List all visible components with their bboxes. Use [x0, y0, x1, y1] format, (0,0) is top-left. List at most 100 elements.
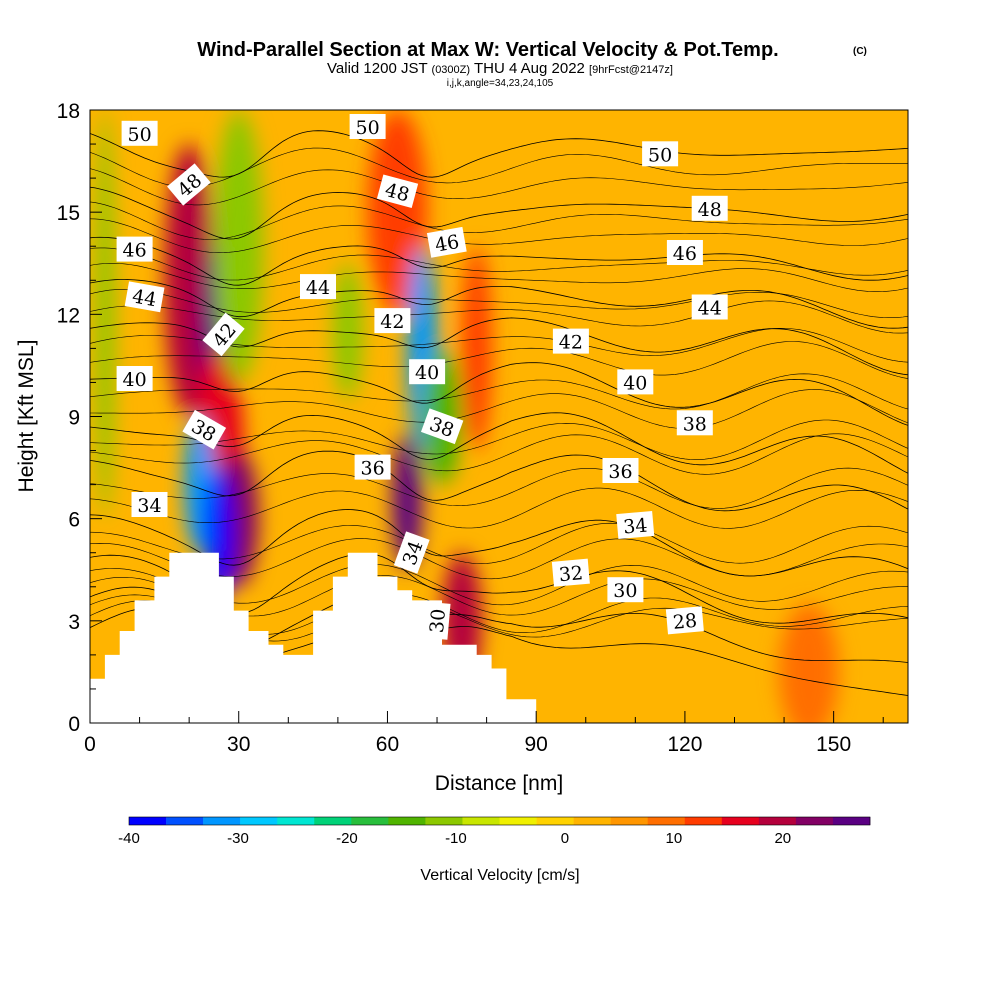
theta-contour-minor: [90, 218, 908, 254]
grid-indices: i,j,k,angle=34,23,24,105: [447, 78, 554, 89]
contour-label: 40: [409, 359, 446, 385]
contour-label-text: 30: [613, 580, 637, 602]
contour-label-box: [616, 510, 655, 540]
contour-label: 36: [354, 454, 391, 480]
contour-label-text: 42: [559, 332, 583, 354]
contour-label-box: [422, 601, 451, 640]
velocity-cell: [779, 603, 839, 723]
contour-label-box: [676, 410, 713, 436]
colorbar-swatch: [462, 817, 500, 825]
contour-label-text: 38: [683, 413, 707, 435]
contour-label: 30: [607, 577, 644, 603]
contour-label: 30: [422, 601, 451, 640]
x-axis-label: Distance [nm]: [435, 772, 563, 795]
contour-label-box: [121, 120, 158, 146]
chart-subtitle: Valid 1200 JST (0300Z) THU 4 Aug 2022 [9…: [327, 60, 673, 77]
colorbar-ticks: -40 -30 -20 -10 0 10 20: [118, 830, 791, 847]
contour-label-box: [182, 409, 227, 450]
theta-contour: [90, 186, 908, 240]
velocity-cell: [461, 246, 492, 451]
x-tick-label: 90: [525, 733, 548, 756]
contour-label-box: [552, 328, 589, 354]
theta-contour: [90, 362, 908, 426]
colorbar-swatch: [314, 817, 352, 825]
contour-label: 50: [642, 141, 679, 167]
y-tick-label: 3: [68, 611, 80, 634]
contour-label-box: [617, 369, 654, 395]
theta-contour-minor: [90, 389, 908, 429]
contour-label-box: [607, 577, 644, 603]
contour-label: 46: [666, 240, 703, 265]
contour-label-text: 50: [128, 124, 152, 146]
y-axis: 0 3 6 9 12 15 18: [57, 100, 102, 736]
contour-label-box: [691, 294, 728, 320]
contour-label-text: 44: [698, 298, 722, 320]
theta-contour-minor: [90, 247, 908, 281]
colorbar-swatch: [499, 817, 537, 825]
contour-label-text: 34: [622, 514, 648, 538]
valid-time-zulu: (0300Z): [432, 64, 471, 76]
contour-label: 48: [691, 195, 728, 221]
contour-label-text: 46: [673, 243, 697, 265]
colorbar-swatch: [610, 817, 648, 825]
contour-label-text: 50: [648, 144, 672, 166]
valid-date: THU 4 Aug 2022: [474, 60, 585, 77]
colorbar-swatch: [351, 817, 389, 825]
contour-label-box: [131, 492, 168, 517]
x-tick-label: 150: [816, 733, 851, 756]
contour-label-box: [376, 174, 419, 208]
contour-label-text: 42: [380, 311, 404, 333]
contour-label-box: [167, 163, 211, 206]
colorbar-swatch: [647, 817, 686, 825]
y-axis-label: Height [Kft MSL]: [15, 340, 38, 493]
velocity-cell: [332, 263, 363, 400]
colorbar: [128, 816, 871, 826]
forecast-info: [9hrFcst@2147z]: [589, 64, 673, 76]
y-tick-label: 15: [57, 202, 80, 225]
colorbar-swatch: [129, 817, 167, 825]
colorbar-tick-label: -20: [336, 830, 358, 847]
theta-contour-minor: [90, 373, 908, 410]
contour-label-box: [202, 312, 245, 357]
contour-label: 50: [121, 120, 158, 146]
contour-label-box: [426, 226, 467, 258]
colorbar-swatch: [721, 817, 760, 825]
contour-label: 40: [116, 366, 153, 391]
contour-label: 44: [300, 274, 336, 300]
contour-label-box: [602, 458, 639, 483]
colorbar-label: Vertical Velocity [cm/s]: [420, 867, 579, 884]
colorbar-swatch: [573, 817, 611, 825]
colorbar-swatch: [758, 817, 797, 825]
theta-contour-minor: [90, 263, 908, 293]
contour-label: 48: [376, 174, 419, 208]
theta-contour: [90, 509, 908, 577]
colorbar-swatch: [684, 817, 723, 825]
contour-label-text: 40: [123, 369, 147, 391]
theta-contour-minor: [90, 288, 908, 318]
contour-label: 34: [616, 510, 655, 540]
colorbar-swatch: [536, 817, 574, 825]
contour-label-box: [691, 195, 728, 221]
chart-title-mark: (C): [853, 46, 867, 57]
contour-label-box: [374, 308, 411, 334]
contour-label-text: 28: [672, 610, 698, 634]
contour-label: 50: [349, 114, 386, 139]
contour-label-box: [124, 281, 165, 313]
theta-contour-minor: [90, 419, 908, 460]
contour-label-box: [420, 408, 464, 445]
colorbar-swatch: [240, 817, 278, 825]
contour-label: 32: [551, 558, 590, 587]
x-tick-label: 120: [667, 733, 702, 756]
x-tick-label: 60: [376, 733, 399, 756]
x-axis: 0 30 60 90 120 150: [84, 711, 884, 756]
contour-label-text: 30: [426, 608, 450, 634]
contour-label-box: [354, 454, 391, 480]
contour-label: 44: [691, 294, 728, 320]
colorbar-tick-label: -40: [118, 830, 140, 847]
contour-label-text: 44: [131, 285, 159, 311]
contour-label: 46: [426, 226, 467, 258]
contour-label-text: 32: [558, 562, 584, 586]
y-tick-label: 12: [57, 304, 80, 327]
contour-label: 34: [131, 492, 168, 517]
